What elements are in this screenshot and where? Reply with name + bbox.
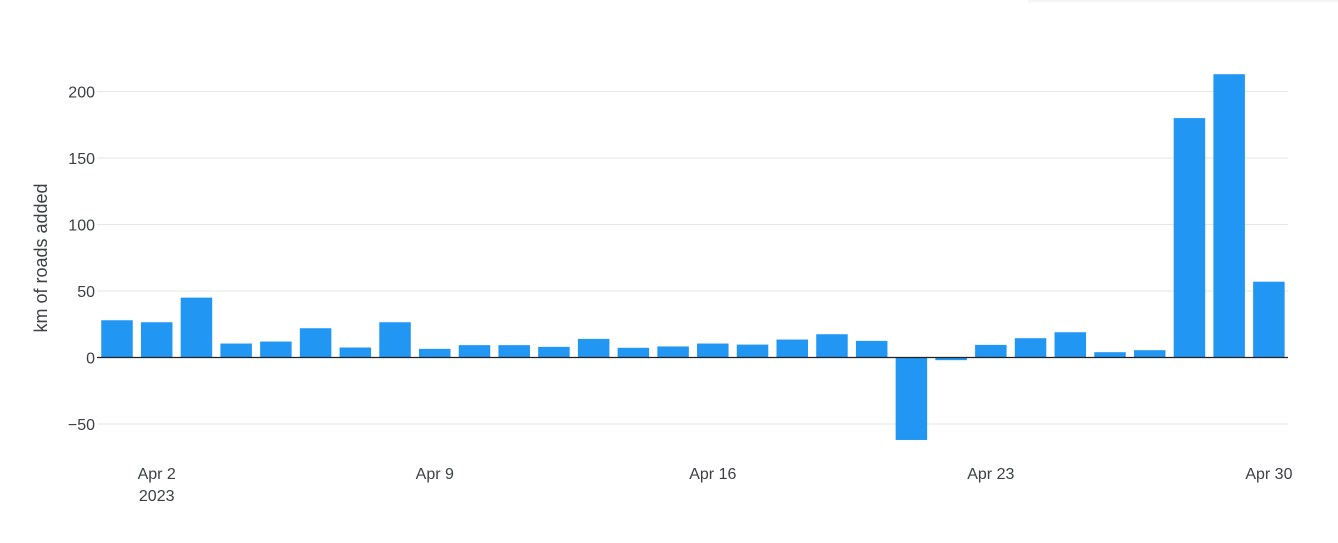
bar[interactable] xyxy=(458,345,491,358)
bar[interactable] xyxy=(1253,281,1285,358)
y-axis-ticks: −50 0 50 100 150 200 xyxy=(68,85,95,435)
bar[interactable] xyxy=(1133,350,1166,358)
bar[interactable] xyxy=(1014,338,1047,358)
bar[interactable] xyxy=(1094,352,1126,358)
x-tick-label: Apr 23 xyxy=(967,466,1014,483)
gridlines xyxy=(97,91,1288,425)
bar[interactable] xyxy=(140,322,173,358)
x-axis-ticks: Apr 2 2023 Apr 9 Apr 16 Apr 23 Apr 30 xyxy=(138,466,1293,505)
bar[interactable] xyxy=(1054,332,1087,358)
bar[interactable] xyxy=(816,334,848,358)
bar[interactable] xyxy=(855,340,888,358)
bar[interactable] xyxy=(339,347,372,358)
y-tick-label: 0 xyxy=(86,351,95,368)
bar[interactable] xyxy=(895,357,928,440)
bar[interactable] xyxy=(180,297,213,358)
y-tick-label: 200 xyxy=(68,85,95,102)
y-axis-title: km of roads added xyxy=(31,183,51,332)
x-tick-label: Apr 2 xyxy=(138,466,176,483)
x-tick-label: Apr 9 xyxy=(416,466,454,483)
bar[interactable] xyxy=(935,357,967,361)
bar[interactable] xyxy=(220,343,252,358)
bar[interactable] xyxy=(577,338,610,358)
bar[interactable] xyxy=(260,341,292,358)
x-tick-label: Apr 30 xyxy=(1245,466,1292,483)
bar[interactable] xyxy=(975,344,1007,358)
y-tick-label: 150 xyxy=(68,151,95,168)
bar[interactable] xyxy=(1213,74,1245,358)
bar[interactable] xyxy=(498,345,530,358)
bar[interactable] xyxy=(736,344,769,358)
bar[interactable] xyxy=(101,320,133,358)
bar[interactable] xyxy=(419,348,451,358)
bar[interactable] xyxy=(379,322,411,358)
y-tick-label: 50 xyxy=(77,284,95,301)
bar[interactable] xyxy=(697,343,729,358)
y-tick-label: −50 xyxy=(68,417,95,434)
bar[interactable] xyxy=(1173,118,1206,358)
bar[interactable] xyxy=(299,328,332,358)
y-tick-label: 100 xyxy=(68,218,95,235)
bar[interactable] xyxy=(617,347,650,358)
x-tick-year-label: 2023 xyxy=(139,488,175,505)
panel-shadow xyxy=(1028,0,1338,4)
bar[interactable] xyxy=(657,346,689,358)
x-tick-label: Apr 16 xyxy=(689,466,736,483)
bar[interactable] xyxy=(538,346,570,358)
bars xyxy=(101,74,1285,440)
bar[interactable] xyxy=(776,339,808,358)
